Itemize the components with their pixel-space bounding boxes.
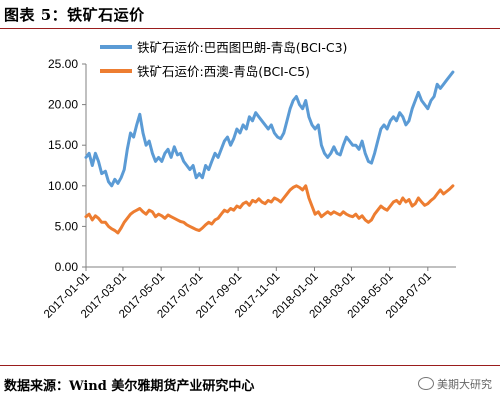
y-tick-label: 20.00 [48,98,78,112]
top-divider [0,28,500,29]
bottom-divider [0,365,500,366]
chat-bubble-icon [418,377,434,390]
y-tick-label: 25.00 [48,57,78,71]
y-tick-label: 10.00 [48,179,78,193]
y-tick-label: 0.00 [55,260,79,274]
watermark-text: 美期大研究 [437,378,492,391]
legend-label-1: 铁矿石运价:巴西图巴朗-青岛(BCI-C3) [137,40,347,55]
chart-axes: 0.005.0010.0015.0020.0025.002017-01-0120… [42,57,456,321]
legend-label-2: 铁矿石运价:西澳-青岛(BCI-C5) [137,64,310,79]
line-chart: 0.005.0010.0015.0020.0025.002017-01-0120… [42,40,456,321]
figure-header: 图表 5：铁矿石运价 [0,0,500,26]
y-tick-label: 5.00 [55,219,79,233]
figure-footer: 数据来源：Wind 美尔雅期货产业研究中心 美期大研究 [0,366,500,403]
figure-caption: 图表 5：铁矿石运价 [4,6,145,24]
series-line-2 [84,184,455,235]
chart-legend: 铁矿石运价:巴西图巴朗-青岛(BCI-C3) 铁矿石运价:西澳-青岛(BCI-C5… [100,40,347,79]
y-tick-label: 15.00 [48,138,78,152]
chart-series [84,70,455,235]
data-source: 数据来源：Wind 美尔雅期货产业研究中心 [4,379,255,394]
series-line-1 [84,70,455,188]
watermark: 美期大研究 [418,376,492,392]
